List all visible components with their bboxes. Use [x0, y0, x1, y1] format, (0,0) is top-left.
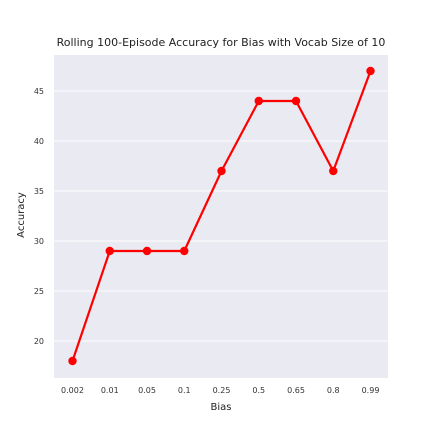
- data-points: [68, 66, 375, 366]
- x-tick-label: 0.01: [101, 386, 119, 395]
- data-point: [254, 96, 263, 106]
- x-tick-label: 0.99: [362, 386, 380, 395]
- y-tick-label: 35: [34, 187, 44, 196]
- y-tick-labels: 20 25 30 35 40 45: [34, 87, 44, 346]
- chart-title: Rolling 100-Episode Accuracy for Bias wi…: [57, 36, 386, 49]
- data-point: [180, 246, 189, 256]
- data-point: [329, 166, 338, 176]
- y-tick-label: 25: [34, 287, 44, 296]
- x-tick-label: 0.5: [252, 386, 265, 395]
- x-tick-label: 0.65: [287, 386, 305, 395]
- y-tick-label: 40: [34, 137, 44, 146]
- y-tick-label: 20: [34, 337, 44, 346]
- data-point: [68, 356, 77, 366]
- data-point: [217, 166, 226, 176]
- data-point: [291, 96, 301, 106]
- plot-area: [54, 55, 388, 378]
- x-tick-label: 0.002: [61, 386, 84, 395]
- data-point: [142, 246, 152, 256]
- x-tick-label: 0.8: [327, 386, 340, 395]
- y-tick-label: 30: [34, 237, 44, 246]
- x-tick-label: 0.1: [178, 386, 191, 395]
- y-tick-label: 45: [34, 87, 44, 96]
- gridlines: [54, 90, 388, 342]
- y-axis-label: Accuracy: [16, 192, 27, 238]
- data-point: [366, 66, 375, 76]
- x-tick-labels: 0.002 0.01 0.05 0.1 0.25 0.5 0.65 0.8 0.99: [61, 386, 379, 395]
- x-axis-label: Bias: [211, 402, 232, 413]
- x-tick-label: 0.05: [138, 386, 156, 395]
- x-tick-label: 0.25: [213, 386, 231, 395]
- data-point: [105, 246, 114, 256]
